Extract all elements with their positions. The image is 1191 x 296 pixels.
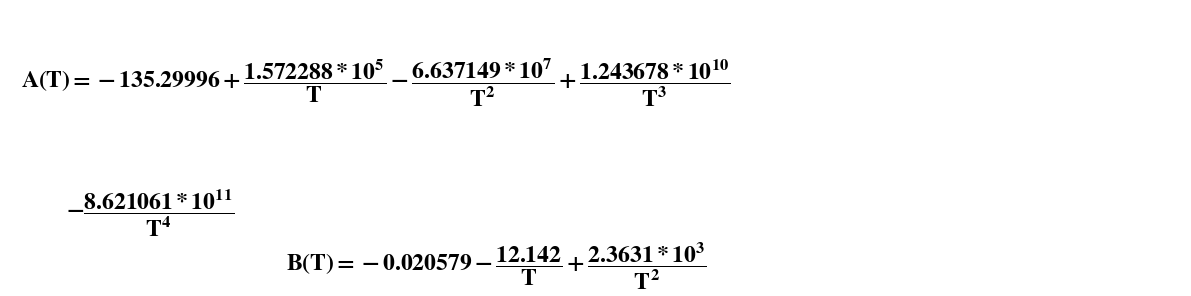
- Text: $\mathbf{B(T) = -0.020579 - \dfrac{12.142}{T} + \dfrac{2.3631 * 10^3}{T^2}}$: $\mathbf{B(T) = -0.020579 - \dfrac{12.14…: [286, 241, 706, 292]
- Text: $\mathbf{A(T) = -135.29996 + \dfrac{1.572288 * 10^5}{T} - \dfrac{6.637149 * 10^7: $\mathbf{A(T) = -135.29996 + \dfrac{1.57…: [21, 57, 731, 109]
- Text: $\mathbf{-\dfrac{8.621061 * 10^{11}}{T^4}}$: $\mathbf{-\dfrac{8.621061 * 10^{11}}{T^4…: [66, 187, 235, 239]
